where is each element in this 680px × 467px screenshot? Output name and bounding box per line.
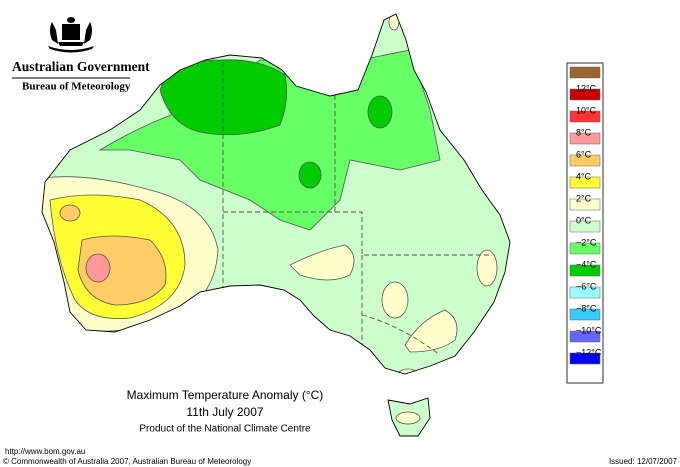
- legend-label: 0°C: [576, 215, 592, 225]
- legend-swatch: [569, 88, 601, 101]
- legend-swatch: [569, 198, 601, 211]
- legend-swatch: [569, 264, 601, 277]
- legend-swatch: [569, 176, 601, 189]
- legend-label: −8°C: [576, 303, 597, 313]
- legend-label: 4°C: [576, 171, 592, 181]
- bureau-name: Bureau of Meteorology: [22, 81, 131, 93]
- footer-copyright: © Commonwealth of Australia 2007, Austra…: [3, 457, 251, 466]
- legend-label: 8°C: [576, 127, 592, 137]
- legend-swatch: [569, 242, 601, 255]
- coat-of-arms: [48, 17, 94, 53]
- legend-label: 12°C: [576, 83, 597, 93]
- map-title: Maximum Temperature Anomaly (°C): [127, 388, 324, 402]
- government-name: Australian Government: [12, 59, 150, 74]
- tasmania-anomaly: [395, 411, 421, 425]
- legend-label: 10°C: [576, 105, 597, 115]
- legend-label: −2°C: [576, 237, 597, 247]
- coastline: [41, 13, 511, 375]
- legend-swatch: [569, 132, 601, 145]
- legend: 12°C 10°C 8°C 6°C 4°C 2°C 0°C −2°C −4°C −6°C −8°C −…: [569, 66, 602, 365]
- legend-label: −12°C: [576, 347, 602, 357]
- legend-swatch: [569, 220, 601, 233]
- map-date: 11th July 2007: [186, 405, 263, 419]
- legend-label: 6°C: [576, 149, 592, 159]
- footer-issued: Issued: 12/07/2007: [609, 457, 678, 466]
- legend-swatch: [569, 154, 601, 167]
- legend-swatch: [569, 110, 601, 123]
- legend-swatch: [569, 308, 601, 321]
- legend-swatch: [569, 352, 601, 365]
- legend-label: 2°C: [576, 193, 592, 203]
- legend-swatch: [569, 286, 601, 299]
- legend-label: −10°C: [576, 325, 602, 335]
- legend-swatch: [569, 66, 601, 79]
- footer-url: http://www.bom.gov.au: [5, 447, 85, 456]
- legend-swatch: [569, 330, 601, 343]
- legend-label: −4°C: [576, 259, 597, 269]
- legend-label: −6°C: [576, 281, 597, 291]
- map-credit: Product of the National Climate Centre: [139, 424, 311, 435]
